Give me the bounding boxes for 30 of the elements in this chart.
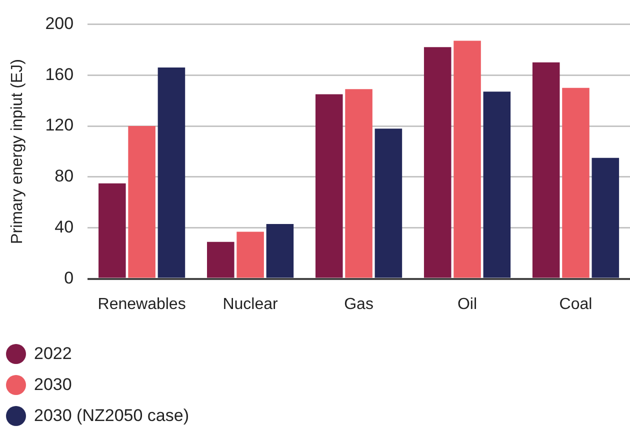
bar: [454, 40, 481, 278]
y-tick-label: 80: [54, 166, 74, 186]
bar: [158, 67, 186, 278]
bar: [345, 89, 372, 278]
legend-label: 2030: [34, 374, 72, 394]
y-tick-label: 200: [45, 14, 74, 33]
y-tick-label: 160: [45, 64, 74, 84]
x-tick-label: Nuclear: [222, 296, 279, 313]
bar: [207, 242, 234, 278]
legend-label: 2022: [34, 344, 72, 364]
legend-label: 2030 (NZ2050 case): [34, 406, 189, 426]
bar: [424, 47, 452, 278]
y-axis-title: Primary energy inpiut (EJ): [9, 59, 26, 244]
bar: [98, 183, 126, 278]
bar: [374, 128, 402, 278]
y-tick-label: 0: [64, 268, 74, 288]
x-tick-label: Coal: [559, 296, 592, 313]
bar: [266, 224, 294, 278]
x-tick-label: Renewables: [98, 296, 186, 313]
x-tick-label: Oil: [457, 296, 478, 313]
x-tick-label: Gas: [344, 296, 374, 313]
bar: [315, 94, 343, 278]
y-tick-label: 40: [54, 218, 74, 237]
y-tick-label: 120: [45, 116, 74, 135]
bar: [562, 88, 590, 278]
bar: [236, 232, 264, 278]
bar: [483, 92, 511, 278]
bar: [532, 62, 560, 278]
bar: [128, 126, 156, 278]
bar: [592, 158, 620, 278]
